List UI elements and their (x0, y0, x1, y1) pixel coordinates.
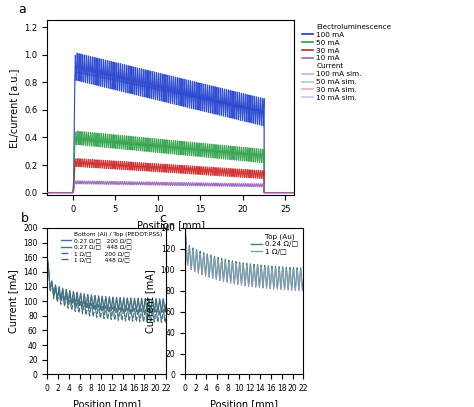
Legend: Electroluminescence, 100 mA, 50 mA, 30 mA, 10 mA, Current, 100 mA sim., 50 mA si: Electroluminescence, 100 mA, 50 mA, 30 m… (302, 24, 391, 101)
Text: b: b (21, 212, 29, 225)
Y-axis label: Current [mA]: Current [mA] (145, 269, 155, 333)
Legend: Top (Au), 0.24 Ω/□, 1 Ω/□: Top (Au), 0.24 Ω/□, 1 Ω/□ (250, 232, 300, 256)
Y-axis label: Current [mA]: Current [mA] (8, 269, 18, 333)
Y-axis label: EL/current [a.u.]: EL/current [a.u.] (9, 68, 19, 148)
Text: a: a (18, 3, 26, 16)
Text: c: c (159, 212, 166, 225)
X-axis label: Position [mm]: Position [mm] (137, 220, 205, 230)
X-axis label: Position [mm]: Position [mm] (210, 399, 278, 407)
Legend: Bottom (Al) / Top (PEDOT:PSS), 0.27 Ω/□   200 Ω/□, 0.27 Ω/□   448 Ω/□, 1 Ω/□    : Bottom (Al) / Top (PEDOT:PSS), 0.27 Ω/□ … (60, 231, 163, 263)
X-axis label: Position [mm]: Position [mm] (73, 399, 141, 407)
